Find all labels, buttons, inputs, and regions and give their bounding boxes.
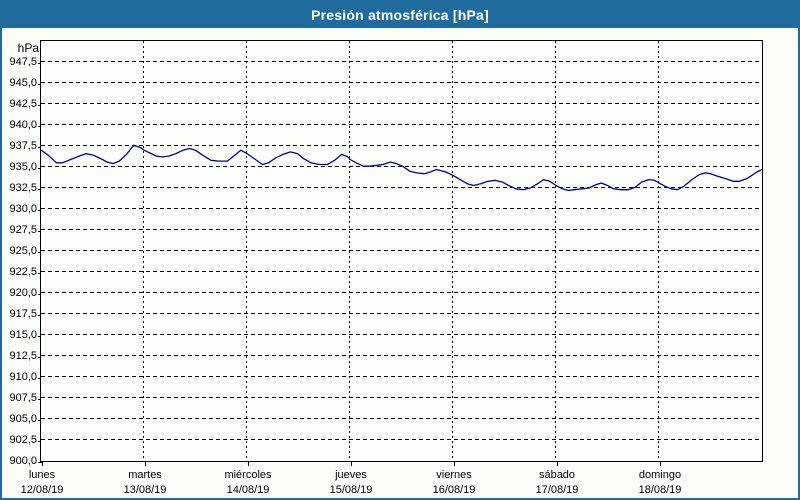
y-tick-label: 912,5 <box>9 350 37 362</box>
pressure-line-series <box>41 144 762 192</box>
window-title: Presión atmosférica [hPa] <box>311 7 489 23</box>
y-tick-label: 945,0 <box>9 77 37 89</box>
horizontal-gridline <box>41 82 762 83</box>
x-tick-label: viernes 16/08/19 <box>399 468 509 498</box>
vertical-gridline <box>143 41 144 461</box>
pressure-polyline <box>41 144 762 192</box>
vertical-gridline <box>246 41 247 461</box>
x-tick-label: jueves 15/08/19 <box>296 468 406 498</box>
x-tick-date: 14/08/19 <box>226 484 270 496</box>
y-tick-label: 925,0 <box>9 245 37 257</box>
x-tick-day: viernes <box>436 469 472 481</box>
y-tick-label: 910,0 <box>9 371 37 383</box>
x-tick-day: domingo <box>638 469 682 481</box>
y-tick-label: 947,5 <box>9 56 37 68</box>
horizontal-gridline <box>41 61 762 62</box>
vertical-gridline <box>658 41 659 461</box>
horizontal-gridline <box>41 397 762 398</box>
y-tick-label: 920,0 <box>9 287 37 299</box>
y-tick-label: 942,5 <box>9 98 37 110</box>
vertical-gridline <box>349 41 350 461</box>
horizontal-gridline <box>41 334 762 335</box>
y-tick-label: 915,0 <box>9 329 37 341</box>
x-axis-tick-mark <box>248 462 249 466</box>
horizontal-gridline <box>41 271 762 272</box>
x-tick-day: lunes <box>28 469 56 481</box>
y-tick-label: 932,5 <box>9 182 37 194</box>
horizontal-gridline <box>41 208 762 209</box>
x-axis-tick-mark <box>557 462 558 466</box>
y-tick-label: 922,5 <box>9 266 37 278</box>
y-tick-label: 927,5 <box>9 224 37 236</box>
y-tick-label: 900,0 <box>9 455 37 467</box>
x-axis-tick-mark <box>145 462 146 466</box>
x-tick-label: lunes 12/08/19 <box>0 468 97 498</box>
horizontal-gridline <box>41 250 762 251</box>
x-tick-label: miércoles 14/08/19 <box>193 468 303 498</box>
horizontal-gridline <box>41 166 762 167</box>
x-tick-date: 17/08/19 <box>535 484 579 496</box>
x-tick-date: 18/08/19 <box>638 484 682 496</box>
horizontal-gridline <box>41 439 762 440</box>
x-axis-tick-mark <box>454 462 455 466</box>
x-tick-date: 13/08/19 <box>123 484 167 496</box>
x-tick-date: 12/08/19 <box>20 484 64 496</box>
x-tick-label: domingo 18/08/19 <box>605 468 715 498</box>
x-axis-tick-mark <box>660 462 661 466</box>
y-tick-label: 937,5 <box>9 140 37 152</box>
x-tick-day: jueves <box>335 469 367 481</box>
y-tick-label: 917,5 <box>9 308 37 320</box>
title-bar: Presión atmosférica [hPa] <box>2 2 798 28</box>
y-tick-label: 935,0 <box>9 161 37 173</box>
x-tick-label: martes 13/08/19 <box>90 468 200 498</box>
horizontal-gridline <box>41 229 762 230</box>
horizontal-gridline <box>41 418 762 419</box>
horizontal-gridline <box>41 313 762 314</box>
x-tick-date: 16/08/19 <box>432 484 476 496</box>
x-axis-tick-mark <box>42 462 43 466</box>
plot-area <box>40 40 763 462</box>
x-tick-day: martes <box>128 469 162 481</box>
y-tick-label: 902,5 <box>9 434 37 446</box>
x-tick-day: miércoles <box>224 469 272 481</box>
vertical-gridline <box>452 41 453 461</box>
horizontal-gridline <box>41 103 762 104</box>
y-tick-label: 940,0 <box>9 119 37 131</box>
y-axis-unit-label: hPa <box>17 41 39 55</box>
horizontal-gridline <box>41 292 762 293</box>
y-tick-label: 930,0 <box>9 203 37 215</box>
y-tick-label: 905,0 <box>9 413 37 425</box>
y-axis-tick-mark <box>38 462 42 463</box>
horizontal-gridline <box>41 355 762 356</box>
y-tick-label: 907,5 <box>9 392 37 404</box>
horizontal-gridline <box>41 376 762 377</box>
x-tick-day: sábado <box>538 469 576 481</box>
horizontal-gridline <box>41 145 762 146</box>
horizontal-gridline <box>41 187 762 188</box>
vertical-gridline <box>555 41 556 461</box>
x-tick-label: sábado 17/08/19 <box>502 468 612 498</box>
horizontal-gridline <box>41 124 762 125</box>
x-axis-tick-mark <box>351 462 352 466</box>
x-tick-date: 15/08/19 <box>329 484 373 496</box>
